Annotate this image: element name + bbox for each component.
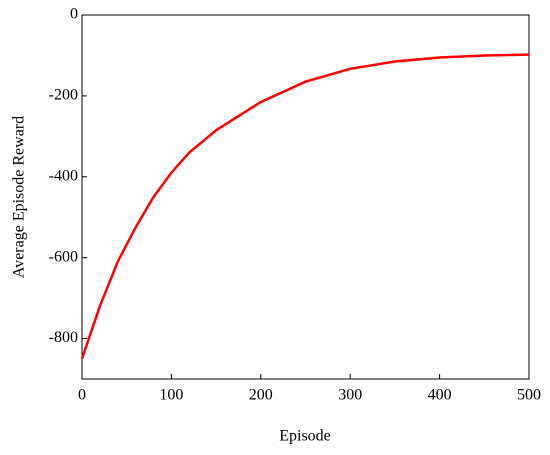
x-tick-label: 200 bbox=[249, 387, 273, 404]
y-tick-label: -600 bbox=[49, 248, 78, 265]
x-tick-label: 400 bbox=[428, 387, 452, 404]
x-tick-label: 100 bbox=[159, 387, 183, 404]
x-tick-label: 300 bbox=[338, 387, 362, 404]
x-tick-label: 0 bbox=[78, 387, 86, 404]
y-tick-label: 0 bbox=[70, 6, 78, 23]
plot-frame bbox=[81, 14, 530, 380]
y-tick-label: -800 bbox=[49, 329, 78, 346]
line bbox=[80, 53, 530, 360]
x-axis-label: Episode bbox=[279, 428, 331, 445]
y-tick-label: -400 bbox=[49, 167, 78, 184]
y-axis-label: Average Episode Reward bbox=[11, 116, 28, 278]
x-tick-label: 500 bbox=[517, 387, 541, 404]
y-tick-label: -200 bbox=[49, 87, 78, 104]
